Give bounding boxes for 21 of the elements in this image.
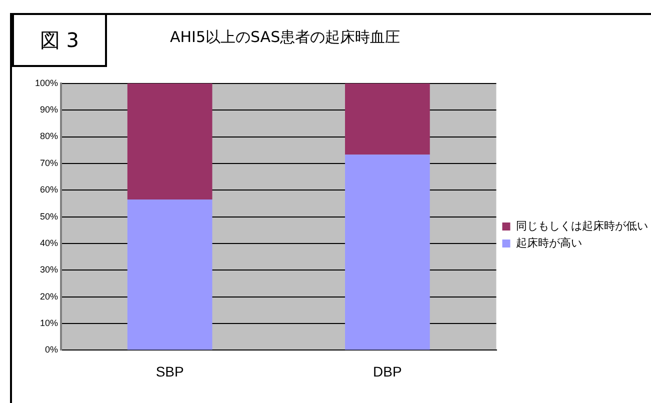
x-tick-label: DBP xyxy=(373,363,402,380)
y-tick-label: 20% xyxy=(40,291,58,302)
y-tick-label: 90% xyxy=(40,104,58,115)
x-tick-label: SBP xyxy=(156,363,184,380)
bar xyxy=(345,83,430,155)
y-tick-label: 60% xyxy=(40,184,58,195)
y-tick-label: 10% xyxy=(40,318,58,328)
y-tick-label: 0% xyxy=(45,344,58,355)
bar xyxy=(127,83,212,200)
y-tick-label: 70% xyxy=(40,158,58,168)
y-tick-label: 80% xyxy=(40,131,58,142)
y-tick-label: 50% xyxy=(40,211,58,222)
bar xyxy=(127,199,212,350)
chart-title: AHI5以上のSAS患者の起床時血圧 xyxy=(170,28,400,47)
caption: 図 3 xyxy=(12,13,107,67)
y-tick-label: 30% xyxy=(40,264,58,275)
legend-label: 同じもしくは起床時が低い xyxy=(516,219,648,232)
bar xyxy=(345,154,430,350)
y-tick-label: 40% xyxy=(40,238,58,248)
y-tick-label: 100% xyxy=(34,78,58,88)
legend-label: 起床時が高い xyxy=(516,236,582,250)
